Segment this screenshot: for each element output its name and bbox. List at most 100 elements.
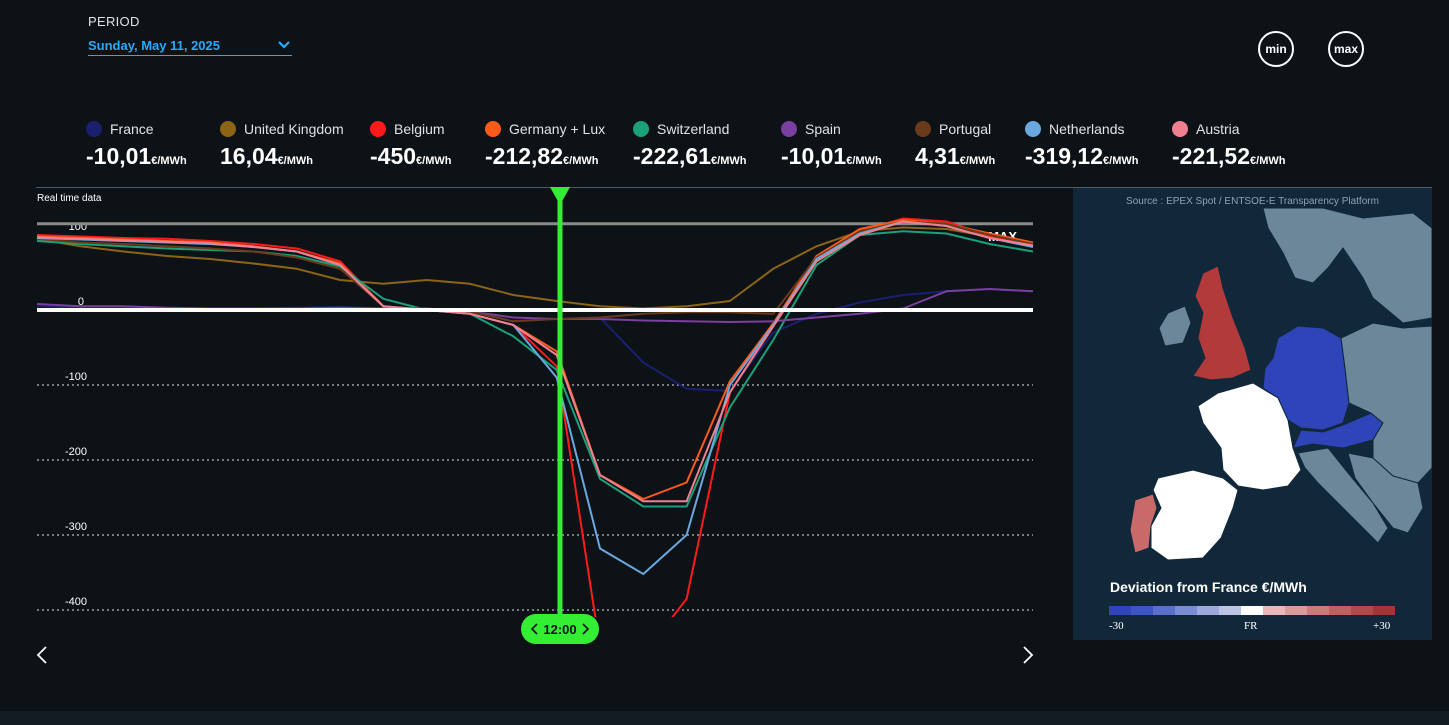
legend-value-unit: €/MWh [846, 155, 882, 167]
legend-item-switzerland[interactable]: Switzerland -222,61€/MWh [633, 120, 746, 173]
legend-value: -212,82€/MWh [485, 144, 605, 173]
legend-name: United Kingdom [220, 120, 344, 138]
legend-dot-icon [1025, 121, 1041, 137]
map-germany-benelux [1262, 325, 1350, 431]
chevron-right-icon [582, 623, 589, 635]
legend-value-number: -319,12 [1025, 143, 1104, 169]
legend-name: Austria [1172, 120, 1285, 138]
legend-item-portugal[interactable]: Portugal 4,31€/MWh [915, 120, 995, 173]
series-line-portugal [36, 220, 1034, 323]
period-label: PERIOD [88, 14, 140, 29]
deviation-scale [1109, 606, 1395, 615]
y-tick-label: -100 [65, 371, 87, 383]
scale-swatch [1197, 606, 1219, 615]
legend-dot-icon [86, 121, 102, 137]
chevron-left-icon [531, 623, 538, 635]
scale-min-label: -30 [1109, 620, 1124, 632]
legend-value: -319,12€/MWh [1025, 144, 1138, 173]
legend-item-belgium[interactable]: Belgium -450€/MWh [370, 120, 452, 173]
scale-mid-label: FR [1244, 620, 1258, 632]
legend-item-france[interactable]: France -10,01€/MWh [86, 120, 187, 173]
map-spain [1150, 469, 1239, 561]
legend-label: Belgium [394, 121, 445, 137]
scale-max-label: +30 [1373, 620, 1391, 632]
legend-item-united-kingdom[interactable]: United Kingdom 16,04€/MWh [220, 120, 344, 173]
map-portugal [1129, 493, 1158, 554]
time-cursor-handle[interactable]: 12:00 [521, 614, 599, 644]
map-title: Deviation from France €/MWh [1110, 579, 1307, 595]
legend-label: Netherlands [1049, 121, 1125, 137]
series-line-belgium [36, 217, 1034, 617]
scale-swatch [1351, 606, 1373, 615]
legend-name: France [86, 120, 187, 138]
time-cursor-marker [550, 187, 570, 205]
min-button[interactable]: min [1258, 31, 1294, 67]
legend-name: Netherlands [1025, 120, 1138, 138]
legend-item-netherlands[interactable]: Netherlands -319,12€/MWh [1025, 120, 1138, 173]
legend-value-unit: €/MWh [416, 155, 452, 167]
legend-dot-icon [1172, 121, 1188, 137]
series-line-netherlands [36, 220, 1034, 575]
map-france [1197, 382, 1302, 491]
scale-swatch [1153, 606, 1175, 615]
legend-label: Switzerland [657, 121, 730, 137]
next-day-arrow-icon[interactable] [1021, 643, 1035, 667]
legend-value-number: 16,04 [220, 143, 278, 169]
period-picker: PERIOD Sunday, May 11, 2025 [88, 14, 292, 56]
legend-value: 16,04€/MWh [220, 144, 344, 173]
legend-dot-icon [220, 121, 236, 137]
legend-value-number: -450 [370, 143, 417, 169]
prev-day-arrow-icon[interactable] [35, 643, 49, 667]
footer-band [0, 711, 1449, 725]
legend-dot-icon [485, 121, 501, 137]
y-tick-label: -300 [65, 521, 87, 533]
scale-swatch [1219, 606, 1241, 615]
legend-name: Germany + Lux [485, 120, 605, 138]
legend-label: United Kingdom [244, 121, 344, 137]
legend-item-germany-lux[interactable]: Germany + Lux -212,82€/MWh [485, 120, 605, 173]
legend-value: -222,61€/MWh [633, 144, 746, 173]
legend-item-austria[interactable]: Austria -221,52€/MWh [1172, 120, 1285, 173]
legend-value-unit: €/MWh [563, 155, 599, 167]
legend-value: -450€/MWh [370, 144, 452, 173]
legend-value-unit: €/MWh [151, 155, 187, 167]
legend-value-number: -222,61 [633, 143, 712, 169]
y-tick-label: -400 [65, 596, 87, 608]
legend-value-number: -212,82 [485, 143, 564, 169]
scale-swatch [1109, 606, 1131, 615]
map-ireland [1158, 305, 1192, 347]
legend-name: Switzerland [633, 120, 746, 138]
time-cursor-label: 12:00 [543, 621, 577, 637]
legend-item-spain[interactable]: Spain -10,01€/MWh [781, 120, 882, 173]
legend-name: Belgium [370, 120, 452, 138]
legend-label: France [110, 121, 154, 137]
y-tick-label: 0 [78, 296, 84, 308]
legend-value: 4,31€/MWh [915, 144, 995, 173]
legend-name: Spain [781, 120, 882, 138]
map-italy [1297, 447, 1389, 544]
legend-label: Portugal [939, 121, 992, 137]
y-tick-label: -200 [65, 446, 87, 458]
period-dropdown[interactable]: Sunday, May 11, 2025 [88, 35, 292, 56]
legend-value-number: -10,01 [781, 143, 847, 169]
max-button[interactable]: max [1328, 31, 1364, 67]
map-source: Source : EPEX Spot / ENTSOE-E Transparen… [1126, 196, 1379, 207]
legend-value-unit: €/MWh [959, 155, 996, 167]
scale-swatch [1241, 606, 1263, 615]
legend-dot-icon [915, 121, 931, 137]
legend-value: -10,01€/MWh [86, 144, 187, 173]
legend-value-number: -221,52 [1172, 143, 1251, 169]
legend-value-number: -10,01 [86, 143, 152, 169]
legend-value: -10,01€/MWh [781, 144, 882, 173]
scale-swatch [1263, 606, 1285, 615]
legend-value-unit: €/MWh [711, 155, 747, 167]
legend-value: -221,52€/MWh [1172, 144, 1285, 173]
scale-swatch [1373, 606, 1395, 615]
legend-name: Portugal [915, 120, 995, 138]
series-line-spain [36, 288, 1034, 323]
scale-swatch [1285, 606, 1307, 615]
scale-swatch [1175, 606, 1197, 615]
period-value: Sunday, May 11, 2025 [88, 37, 220, 53]
legend-value-unit: €/MWh [1103, 155, 1139, 167]
legend-value-unit: €/MWh [277, 155, 314, 167]
